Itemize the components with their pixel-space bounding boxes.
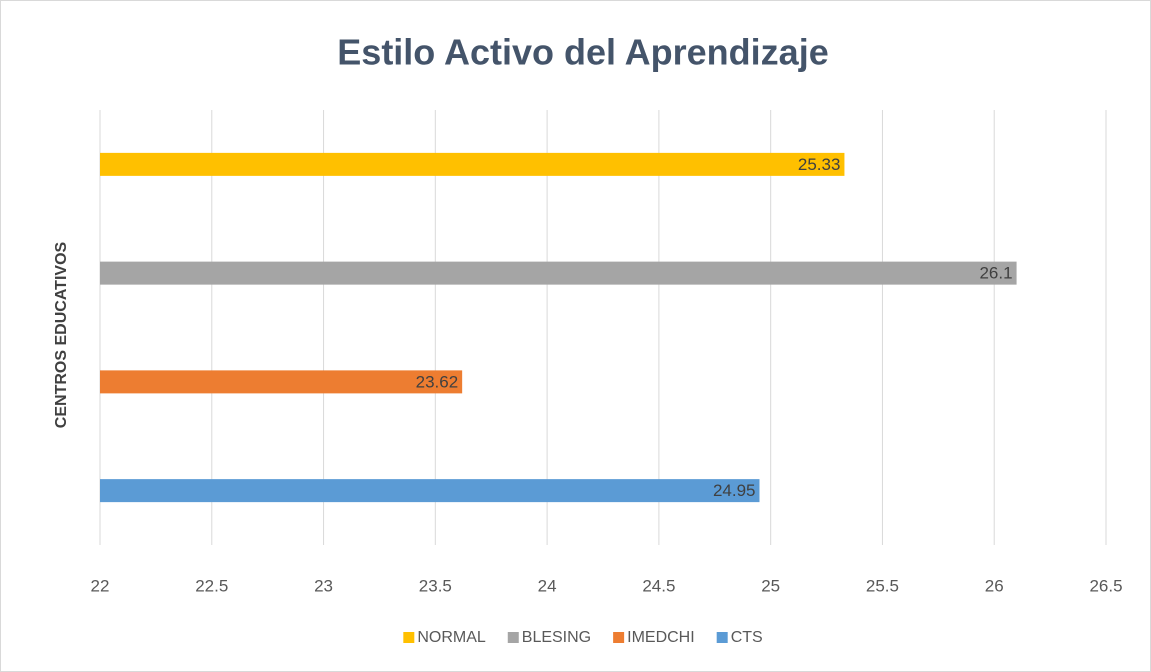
bar — [100, 261, 1017, 285]
bar — [100, 370, 463, 394]
x-tick-label: 26.5 — [1089, 576, 1122, 595]
x-tick-label: 25 — [761, 576, 780, 595]
y-axis-label: CENTROS EDUCATIVOS — [53, 241, 70, 428]
data-label: 24.95 — [713, 481, 756, 500]
x-tick-label: 26 — [985, 576, 1004, 595]
legend-label: BLESING — [522, 629, 591, 646]
x-tick-label: 25.5 — [866, 576, 899, 595]
data-label: 23.62 — [416, 372, 459, 391]
legend-swatch — [403, 632, 415, 643]
bar — [100, 479, 760, 503]
legend-label: IMEDCHI — [627, 629, 695, 646]
data-label: 25.33 — [798, 155, 841, 174]
legend-swatch — [613, 632, 625, 643]
x-tick-label: 23 — [314, 576, 333, 595]
legend-label: NORMAL — [417, 629, 486, 646]
legend-label: CTS — [731, 629, 763, 646]
legend-swatch — [507, 632, 519, 643]
bar — [100, 152, 845, 176]
x-tick-label: 23.5 — [419, 576, 452, 595]
chart-title: Estilo Activo del Aprendizaje — [337, 32, 828, 73]
legend-swatch — [716, 632, 728, 643]
x-tick-label: 24 — [538, 576, 557, 595]
x-tick-label: 22 — [91, 576, 110, 595]
x-tick-label: 22.5 — [195, 576, 228, 595]
data-label: 26.1 — [979, 264, 1012, 283]
x-tick-label: 24.5 — [642, 576, 675, 595]
